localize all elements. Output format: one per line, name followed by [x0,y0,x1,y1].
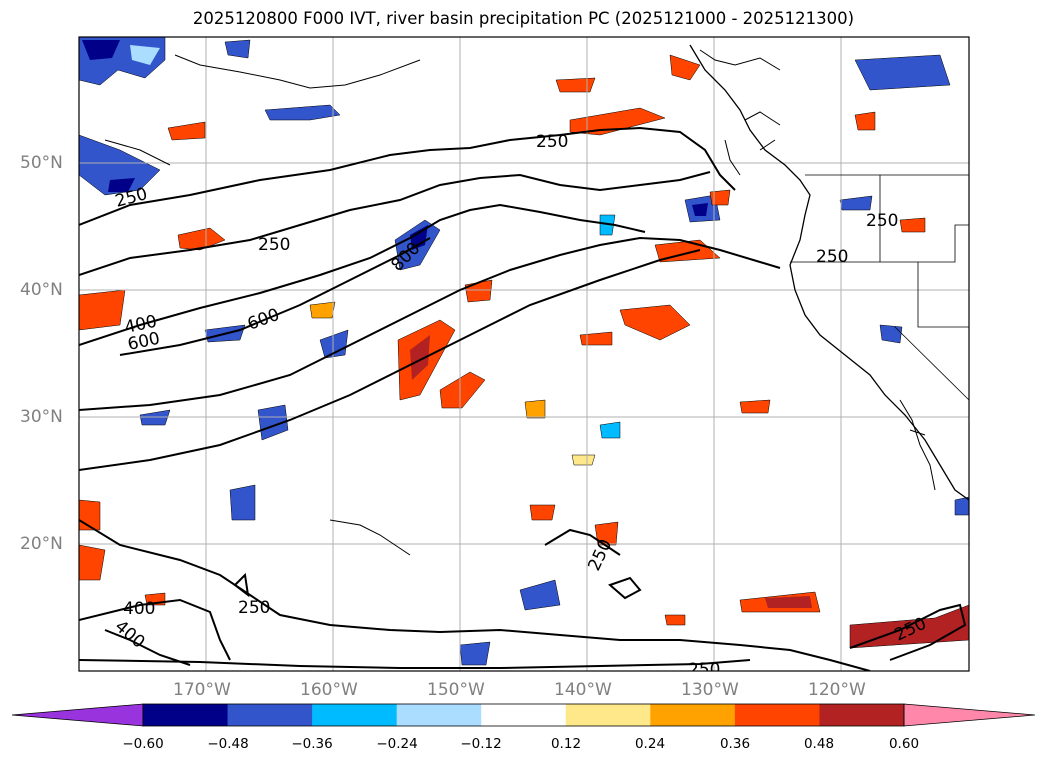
colorbar-segment [819,704,905,726]
colorbar-segment [565,704,651,726]
graticule [79,37,969,671]
lon-label-130w: 130°W [681,680,739,700]
lat-label-40n: 40°N [20,280,63,300]
contour-label: 250 [816,247,848,267]
colorbar-segment [734,704,820,726]
contour-label: 250 [258,235,290,255]
colorbar-segment [143,704,229,726]
contour-label: 400 [123,599,155,619]
map-area: 250 250 250 250 250 250 250 250 250 400 … [79,37,969,680]
lon-label-170w: 170°W [173,680,231,700]
colorbar-tick-label: −0.60 [122,736,164,752]
colorbar-extend-max [903,703,1036,727]
contour-label: 250 [238,598,270,618]
colorbar-tick-label: −0.36 [291,736,333,752]
coastlines [104,44,969,556]
contour-label: 250 [866,211,898,231]
contour-label: 250 [536,132,568,152]
colorbar-segment [481,704,567,726]
lat-label-30n: 30°N [20,407,63,427]
colorbar-tick-label: −0.24 [376,736,418,752]
ivt-contours [79,126,967,671]
colorbar [11,703,1036,727]
colorbar-tick-label: −0.12 [460,736,502,752]
positive-precip-pc-patches [79,54,969,649]
lon-label-160w: 160°W [300,680,358,700]
colorbar-segment [312,704,398,726]
lat-label-20n: 20°N [20,534,63,554]
lat-label-50n: 50°N [20,153,63,173]
colorbar-tick-label: 0.60 [888,736,920,752]
colorbar-tick-label: 0.48 [803,736,835,752]
map-frame [78,36,970,672]
colorbar-tick-label: 0.12 [550,736,582,752]
contour-label: 250 [688,660,720,680]
colorbar-tick-label: −0.48 [207,736,249,752]
figure-title: 2025120800 F000 IVT, river basin precipi… [192,9,855,28]
lon-label-140w: 140°W [554,680,612,700]
colorbar-extend-min [11,703,144,727]
lon-label-150w: 150°W [427,680,485,700]
colorbar-segment [396,704,482,726]
colorbar-segment [227,704,313,726]
colorbar-segment [650,704,736,726]
ivt-contour-labels: 250 250 250 250 250 250 250 250 250 400 … [111,132,930,680]
colorbar-tick-label: 0.36 [719,736,751,752]
colorbar-tick-label: 0.24 [634,736,666,752]
lon-label-120w: 120°W [808,680,866,700]
